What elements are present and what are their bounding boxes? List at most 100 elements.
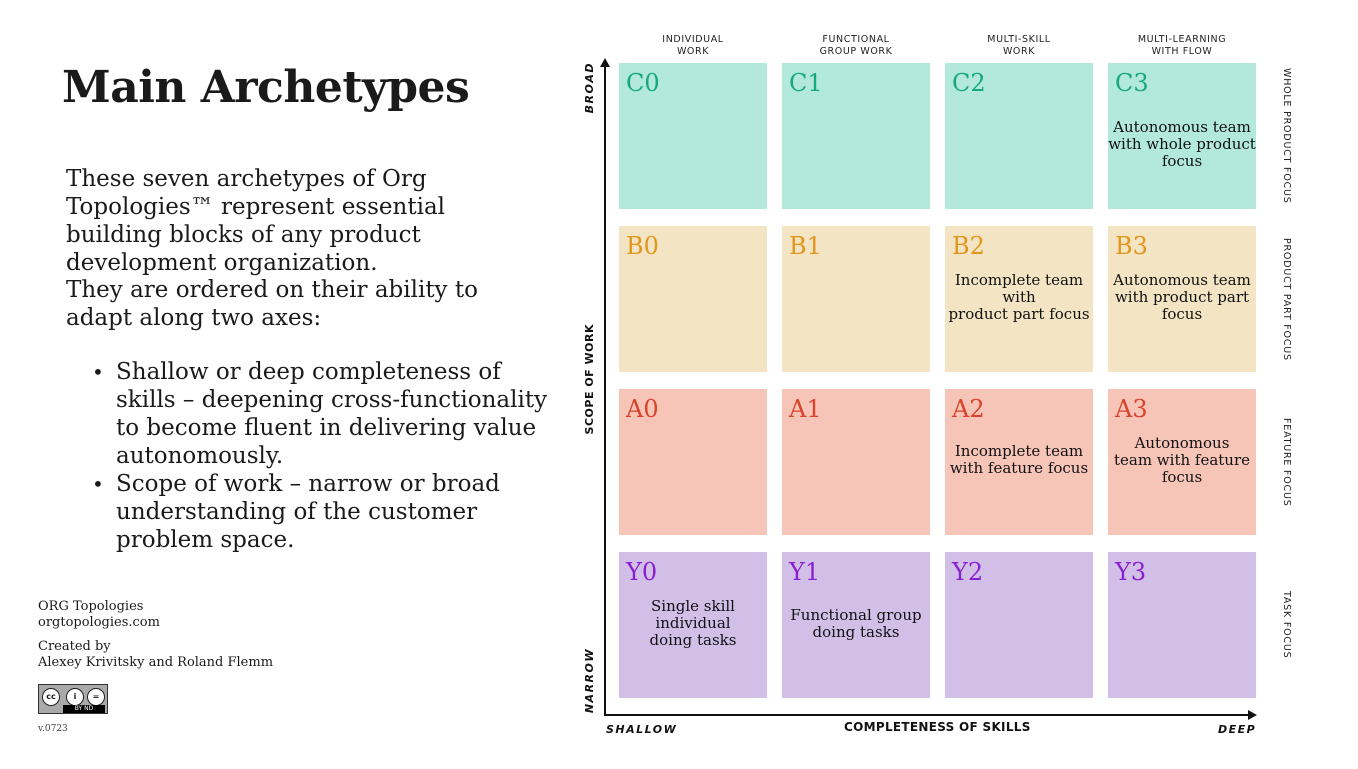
page-title: Main Archetypes [62, 62, 470, 113]
brand-name: ORG Topologies [38, 599, 144, 614]
archetype-cell-y3: Y3 [1108, 552, 1256, 698]
archetype-cell-c2: C2 [945, 63, 1093, 209]
y-axis-line [604, 64, 606, 716]
description-line: doing tasks [812, 623, 900, 641]
description-line: Incomplete team [954, 271, 1084, 289]
archetype-cell-y2: Y2 [945, 552, 1093, 698]
description-line: Functional group [790, 606, 922, 624]
column-header-line: GROUP WORK [819, 46, 893, 57]
x-axis-line [604, 714, 1250, 716]
intro-paragraph-2: They are ordered on their ability to ada… [66, 277, 478, 331]
column-header-line: INDIVIDUAL [662, 34, 724, 45]
description-line: Autonomous team [1113, 271, 1251, 289]
archetype-cell-b1: B1 [782, 226, 930, 372]
version-label: v.0723 [38, 724, 68, 734]
archetype-code: A3 [1115, 395, 1148, 423]
description-line: Incomplete team [954, 442, 1084, 460]
column-header-multi-skill-work: MULTI-SKILL WORK [945, 34, 1093, 58]
column-header-line: FUNCTIONAL [822, 34, 890, 45]
archetype-code: C2 [952, 69, 986, 97]
archetype-cell-b2: B2 Incomplete team with product part foc… [945, 226, 1093, 372]
cc-icon: cc [42, 688, 60, 706]
archetype-code: A0 [626, 395, 659, 423]
description-line: with feature focus [949, 459, 1089, 477]
archetype-code: C1 [789, 69, 823, 97]
x-axis-right-label: DEEP [1218, 723, 1257, 736]
archetype-cell-b0: B0 [619, 226, 767, 372]
archetype-cell-c1: C1 [782, 63, 930, 209]
archetype-cell-a2: A2 Incomplete team with feature focus [945, 389, 1093, 535]
y-axis-title: SCOPE OF WORK [583, 324, 596, 435]
description-line: doing tasks [649, 631, 737, 649]
row-label-feature-focus: FEATURE FOCUS [1281, 417, 1292, 507]
axes-bullet-list: Shallow or deep completeness of skills –… [92, 358, 554, 554]
archetype-code: Y0 [626, 558, 658, 586]
column-header-line: WITH FLOW [1151, 46, 1213, 57]
archetype-description: Autonomous team with feature focus [1108, 435, 1256, 486]
row-label-product-part-focus: PRODUCT PART FOCUS [1281, 237, 1292, 361]
x-axis-title: COMPLETENESS OF SKILLS [844, 720, 1031, 734]
row-label-task-focus: TASK FOCUS [1281, 591, 1292, 659]
archetype-description: Incomplete team with feature focus [945, 443, 1093, 477]
website-link[interactable]: orgtopologies.com [38, 615, 160, 630]
archetype-cell-c3: C3 Autonomous team with whole product fo… [1108, 63, 1256, 209]
row-label-whole-product-focus: WHOLE PRODUCT FOCUS [1281, 68, 1292, 204]
x-axis-arrowhead-icon [1248, 709, 1257, 720]
archetype-cell-a1: A1 [782, 389, 930, 535]
archetype-code: A2 [952, 395, 985, 423]
column-header-functional-group-work: FUNCTIONAL GROUP WORK [782, 34, 930, 58]
bullet-scope-of-work: Scope of work – narrow or broad understa… [92, 470, 554, 554]
description-line: with product part [1114, 288, 1250, 306]
archetype-description: Autonomous team with product part focus [1108, 272, 1256, 323]
x-axis-left-label: SHALLOW [606, 723, 678, 736]
archetype-cell-a0: A0 [619, 389, 767, 535]
archetype-code: Y3 [1115, 558, 1147, 586]
archetype-code: C0 [626, 69, 660, 97]
archetype-description: Autonomous team with whole product focus [1108, 119, 1256, 170]
y-axis-arrowhead-icon [599, 58, 610, 67]
archetype-code: B2 [952, 232, 985, 260]
y-axis-top-label: BROAD [583, 62, 596, 114]
archetype-code: A1 [789, 395, 822, 423]
column-header-multi-learning-with-flow: MULTI-LEARNING WITH FLOW [1108, 34, 1256, 58]
archetype-cell-y1: Y1 Functional group doing tasks [782, 552, 930, 698]
description-line: with whole product [1108, 135, 1256, 153]
archetype-code: Y2 [952, 558, 984, 586]
authors: Alexey Krivitsky and Roland Flemm [38, 655, 274, 670]
license-label: BY ND [63, 705, 105, 713]
intro-paragraph-1: These seven archetypes of Org Topologies… [66, 166, 446, 276]
created-by-label: Created by [38, 639, 111, 654]
description-line: with [1002, 288, 1036, 306]
archetype-code: Y1 [789, 558, 821, 586]
attribution-icon: i [66, 688, 84, 706]
archetype-cell-y0: Y0 Single skill individual doing tasks [619, 552, 767, 698]
description-line: focus [1161, 152, 1203, 170]
archetype-description: Incomplete team with product part focus [945, 272, 1093, 323]
archetype-cell-c0: C0 [619, 63, 767, 209]
y-axis-bottom-label: NARROW [583, 648, 596, 714]
archetype-cell-a3: A3 Autonomous team with feature focus [1108, 389, 1256, 535]
description-line: focus [1161, 468, 1203, 486]
archetype-description: Functional group doing tasks [782, 607, 930, 641]
archetype-code: B3 [1115, 232, 1148, 260]
description-line: team with feature [1113, 451, 1251, 469]
description-line: individual [655, 614, 731, 632]
archetype-cell-b3: B3 Autonomous team with product part foc… [1108, 226, 1256, 372]
column-header-line: WORK [1002, 46, 1036, 57]
no-derivatives-icon: = [87, 688, 105, 706]
creative-commons-license-badge: cc i = BY ND [38, 684, 108, 714]
column-header-line: WORK [676, 46, 710, 57]
description-line: Autonomous [1134, 434, 1230, 452]
archetype-code: B0 [626, 232, 659, 260]
description-line: Single skill [651, 597, 735, 615]
description-line: Autonomous team [1113, 118, 1251, 136]
column-header-line: MULTI-LEARNING [1137, 34, 1227, 45]
column-header-individual-work: INDIVIDUAL WORK [619, 34, 767, 58]
description-line: focus [1161, 305, 1203, 323]
description-line: product part focus [948, 305, 1090, 323]
column-header-line: MULTI-SKILL [987, 34, 1051, 45]
archetype-description: Single skill individual doing tasks [619, 598, 767, 649]
bullet-completeness-of-skills: Shallow or deep completeness of skills –… [92, 358, 554, 470]
archetype-code: B1 [789, 232, 822, 260]
archetype-code: C3 [1115, 69, 1149, 97]
